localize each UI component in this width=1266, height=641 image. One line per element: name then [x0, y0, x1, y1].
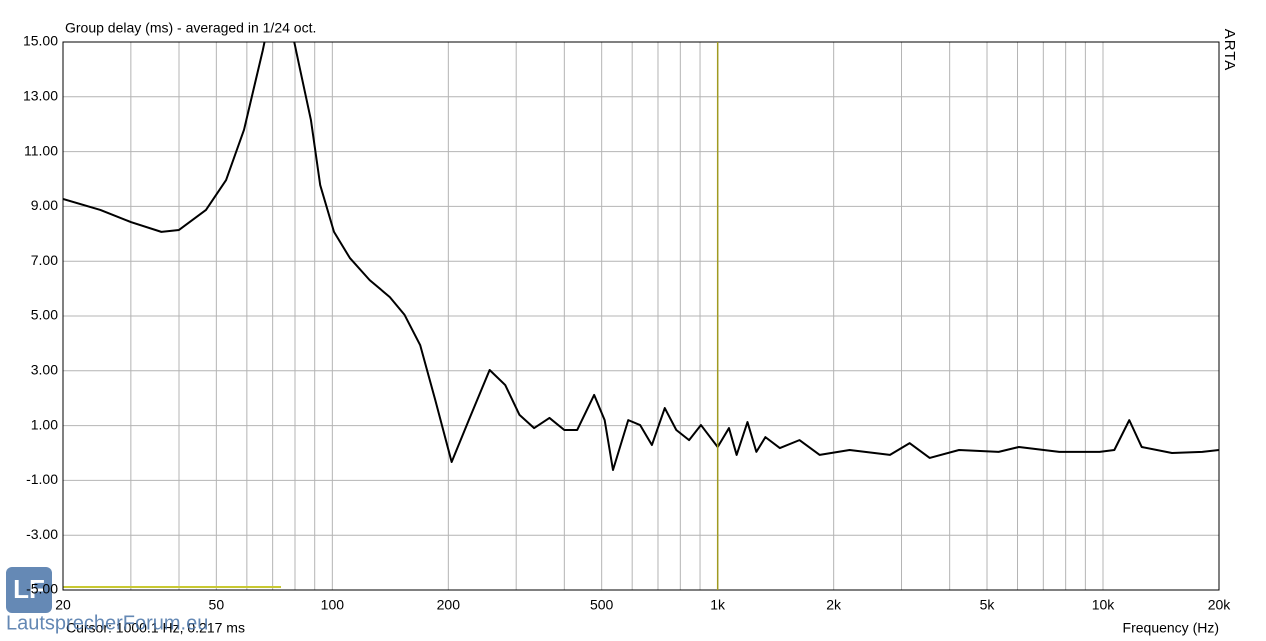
- y-tick-label: 1.00: [31, 416, 58, 432]
- y-tick-label: 9.00: [31, 197, 58, 213]
- x-tick-label: 1k: [710, 597, 726, 613]
- x-tick-label: 20: [55, 597, 71, 613]
- chart-title: Group delay (ms) - averaged in 1/24 oct.: [65, 20, 316, 36]
- x-tick-label: 20k: [1208, 597, 1232, 613]
- plot: [63, 42, 1219, 471]
- x-axis-title: Frequency (Hz): [1123, 620, 1219, 636]
- x-tick-label: 100: [321, 597, 345, 613]
- cursor-readout: Cursor: 1000.1 Hz, 0.217 ms: [66, 620, 245, 636]
- plot-frame: [62, 41, 1220, 591]
- x-tick-label: 50: [209, 597, 225, 613]
- y-tick-label: -1.00: [26, 471, 58, 487]
- y-tick-label: 13.00: [23, 88, 58, 104]
- y-tick-label: 5.00: [31, 307, 58, 323]
- site-watermark: LautsprecherForum.eu: [6, 612, 208, 634]
- y-tick-label: 11.00: [24, 142, 58, 158]
- x-tick-label: 500: [590, 597, 614, 613]
- y-tick-label: 15.00: [23, 33, 58, 49]
- logo: [6, 567, 52, 613]
- y-tick-label: 3.00: [31, 362, 58, 378]
- x-tick-label: 2k: [826, 597, 842, 613]
- watermark: ARTA: [1221, 29, 1238, 72]
- x-tick-label: 5k: [980, 597, 996, 613]
- x-tick-label: 200: [437, 597, 461, 613]
- y-tick-label: -5.00: [26, 581, 58, 597]
- x-tick-label: 10k: [1092, 597, 1116, 613]
- data-line: [63, 42, 1219, 471]
- logo-text: LF: [13, 574, 45, 604]
- y-tick-label: 7.00: [31, 252, 58, 268]
- y-tick-label: -3.00: [26, 526, 58, 542]
